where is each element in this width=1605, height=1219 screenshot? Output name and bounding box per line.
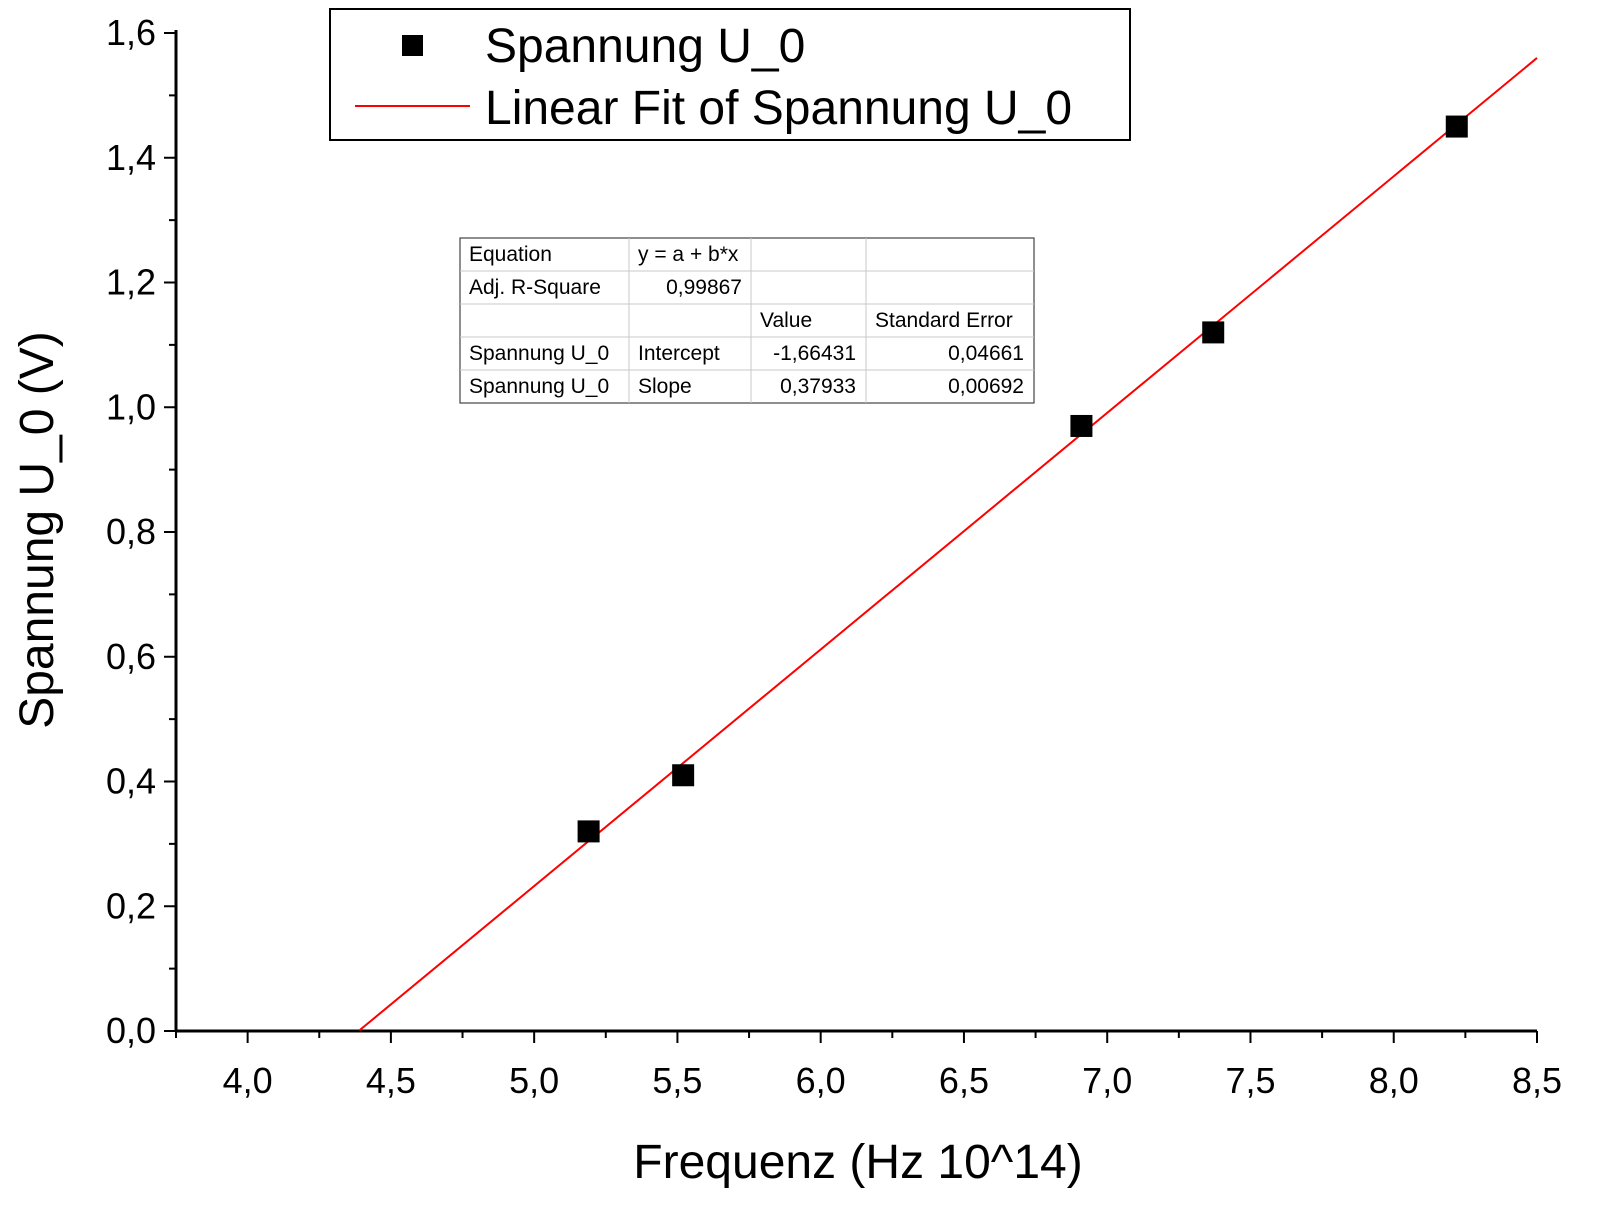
fit-results-table: Equation y = a + b*x Adj. R-Square 0,99867 V…: [459, 237, 1035, 404]
data-point: [577, 820, 600, 843]
fit-line: [358, 57, 1538, 1032]
y-axis-ticks: 0,0 0,2 0,4 0,6 0,8 1,0 1,2 1,4 1,6: [106, 12, 176, 1051]
table-cell: Adj. R-Square: [469, 276, 601, 299]
legend-marker-square-icon: [402, 35, 423, 56]
y-axis-title: Spannung U_0 (V): [11, 331, 64, 729]
fit-line-layer: [358, 57, 1538, 1032]
y-tick-label: 1,2: [106, 262, 156, 303]
table-cell: Slope: [638, 375, 692, 398]
table-cell: 0,04661: [948, 342, 1024, 365]
data-points-layer: [577, 115, 1468, 843]
x-tick-label: 5,0: [509, 1060, 559, 1101]
y-tick-label: 1,6: [106, 12, 156, 53]
x-tick-label: 6,5: [939, 1060, 989, 1101]
y-tick-label: 0,4: [106, 761, 156, 802]
table-cell: Intercept: [638, 342, 720, 365]
y-tick-label: 0,0: [106, 1010, 156, 1051]
table-cell: Spannung U_0: [469, 375, 609, 398]
x-tick-label: 6,0: [796, 1060, 846, 1101]
table-cell: 0,99867: [666, 276, 742, 299]
table-cell: Value: [760, 309, 812, 332]
table-cell: Standard Error: [875, 309, 1013, 332]
legend-label-series: Spannung U_0: [485, 20, 805, 73]
table-cell: y = a + b*x: [638, 243, 739, 266]
data-point: [1202, 321, 1225, 344]
legend: Spannung U_0 Linear Fit of Spannung U_0: [329, 8, 1131, 141]
table-cell: -1,66431: [773, 342, 856, 365]
y-tick-label: 1,0: [106, 386, 156, 427]
data-point: [672, 764, 695, 787]
table-cell: Spannung U_0: [469, 342, 609, 365]
y-tick-label: 0,6: [106, 636, 156, 677]
x-tick-label: 4,0: [223, 1060, 273, 1101]
x-axis-ticks: 4,0 4,5 5,0 5,5 6,0 6,5 7,0 7,5 8,0 8,5: [175, 1031, 1562, 1101]
legend-box: [329, 8, 1131, 141]
data-point: [1070, 414, 1093, 437]
x-tick-label: 5,5: [652, 1060, 702, 1101]
x-tick-label: 4,5: [366, 1060, 416, 1101]
x-tick-label: 8,0: [1369, 1060, 1419, 1101]
table-cell: 0,00692: [948, 375, 1024, 398]
y-tick-label: 1,4: [106, 137, 156, 178]
table-cell: Equation: [469, 243, 552, 266]
x-tick-label: 7,0: [1082, 1060, 1132, 1101]
legend-label-fit: Linear Fit of Spannung U_0: [485, 82, 1072, 135]
table-cell: 0,37933: [780, 375, 856, 398]
x-tick-label: 7,5: [1225, 1060, 1275, 1101]
y-tick-label: 0,8: [106, 511, 156, 552]
x-axis-title: Frequenz (Hz 10^14): [633, 1136, 1082, 1189]
x-tick-label: 8,5: [1512, 1060, 1562, 1101]
data-point: [1445, 115, 1468, 138]
y-tick-label: 0,2: [106, 885, 156, 926]
table-border: [459, 237, 1035, 404]
